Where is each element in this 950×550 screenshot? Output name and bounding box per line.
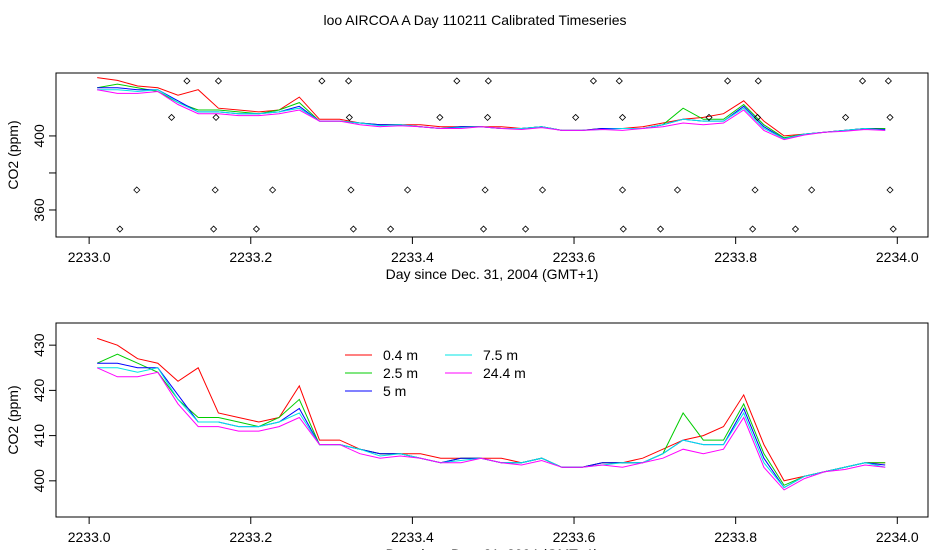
point bbox=[252, 225, 260, 233]
figure-title: loo AIRCOA A Day 110211 Calibrated Times… bbox=[324, 12, 627, 28]
point bbox=[210, 225, 218, 233]
x-axis-label: Day since Dec. 31, 2004 (GMT+1) bbox=[386, 546, 599, 550]
point bbox=[754, 77, 762, 85]
point bbox=[183, 77, 191, 85]
y-tick-label: 410 bbox=[31, 424, 47, 448]
point bbox=[619, 225, 627, 233]
point bbox=[884, 77, 892, 85]
series-line bbox=[97, 367, 886, 489]
point bbox=[889, 225, 897, 233]
point bbox=[212, 113, 220, 121]
point bbox=[484, 77, 492, 85]
x-tick-label: 2234.0 bbox=[876, 249, 919, 265]
point bbox=[589, 77, 597, 85]
point bbox=[751, 186, 759, 194]
point bbox=[483, 113, 492, 121]
x-tick-label: 2233.6 bbox=[553, 249, 596, 265]
point bbox=[521, 225, 530, 233]
x-tick-label: 2234.0 bbox=[876, 529, 919, 545]
point bbox=[344, 77, 353, 85]
point bbox=[453, 77, 461, 85]
x-tick-label: 2233.4 bbox=[391, 529, 434, 545]
y-axis-label: CO2 (ppm) bbox=[5, 120, 21, 189]
x-tick-label: 2233.6 bbox=[553, 529, 596, 545]
x-axis-label: Day since Dec. 31, 2004 (GMT+1) bbox=[386, 266, 599, 282]
point bbox=[349, 225, 357, 233]
x-tick-label: 2233.2 bbox=[229, 529, 272, 545]
point bbox=[481, 186, 489, 194]
point bbox=[479, 225, 488, 233]
point bbox=[572, 113, 580, 121]
point bbox=[347, 186, 355, 194]
plot-box bbox=[55, 72, 929, 238]
y-axis-label: CO2 (ppm) bbox=[5, 385, 21, 454]
x-tick-label: 2233.2 bbox=[229, 249, 272, 265]
point bbox=[403, 186, 412, 194]
point bbox=[387, 225, 395, 233]
y-tick-label: 400 bbox=[31, 124, 47, 148]
legend-label: 7.5 m bbox=[483, 347, 518, 363]
y-tick-label: 430 bbox=[31, 333, 47, 357]
series-line bbox=[97, 89, 886, 141]
point bbox=[886, 186, 894, 194]
point bbox=[538, 186, 547, 194]
x-tick-label: 2233.8 bbox=[714, 249, 757, 265]
y-tick-label: 420 bbox=[31, 378, 47, 402]
y-tick-label: 360 bbox=[31, 198, 47, 222]
y-tick-label: 400 bbox=[31, 469, 47, 493]
legend-label: 5 m bbox=[383, 383, 406, 399]
point bbox=[842, 113, 850, 121]
point bbox=[615, 77, 623, 85]
point bbox=[116, 225, 124, 233]
series-line bbox=[97, 337, 886, 482]
point bbox=[791, 225, 800, 233]
point bbox=[705, 113, 713, 121]
point bbox=[656, 225, 665, 233]
x-tick-label: 2233.8 bbox=[714, 529, 757, 545]
point bbox=[724, 77, 732, 85]
legend-label: 24.4 m bbox=[483, 365, 526, 381]
point bbox=[168, 113, 176, 121]
x-tick-label: 2233.0 bbox=[68, 529, 111, 545]
point bbox=[618, 113, 627, 121]
point bbox=[673, 186, 682, 194]
point bbox=[133, 186, 141, 194]
legend-label: 2.5 m bbox=[383, 365, 418, 381]
point bbox=[345, 113, 353, 121]
series-line bbox=[97, 362, 886, 489]
point bbox=[858, 77, 867, 85]
point bbox=[214, 77, 223, 85]
plot-box bbox=[55, 322, 929, 518]
x-tick-label: 2233.4 bbox=[391, 249, 434, 265]
point bbox=[808, 186, 816, 194]
point bbox=[886, 113, 894, 121]
point bbox=[318, 77, 326, 85]
point bbox=[269, 186, 277, 194]
point bbox=[211, 186, 219, 194]
legend-label: 0.4 m bbox=[383, 347, 418, 363]
point bbox=[618, 186, 627, 194]
point bbox=[436, 113, 444, 121]
point bbox=[749, 225, 757, 233]
series-line bbox=[97, 77, 886, 137]
point bbox=[753, 113, 762, 121]
x-tick-label: 2233.0 bbox=[68, 249, 111, 265]
series-line bbox=[96, 367, 886, 491]
